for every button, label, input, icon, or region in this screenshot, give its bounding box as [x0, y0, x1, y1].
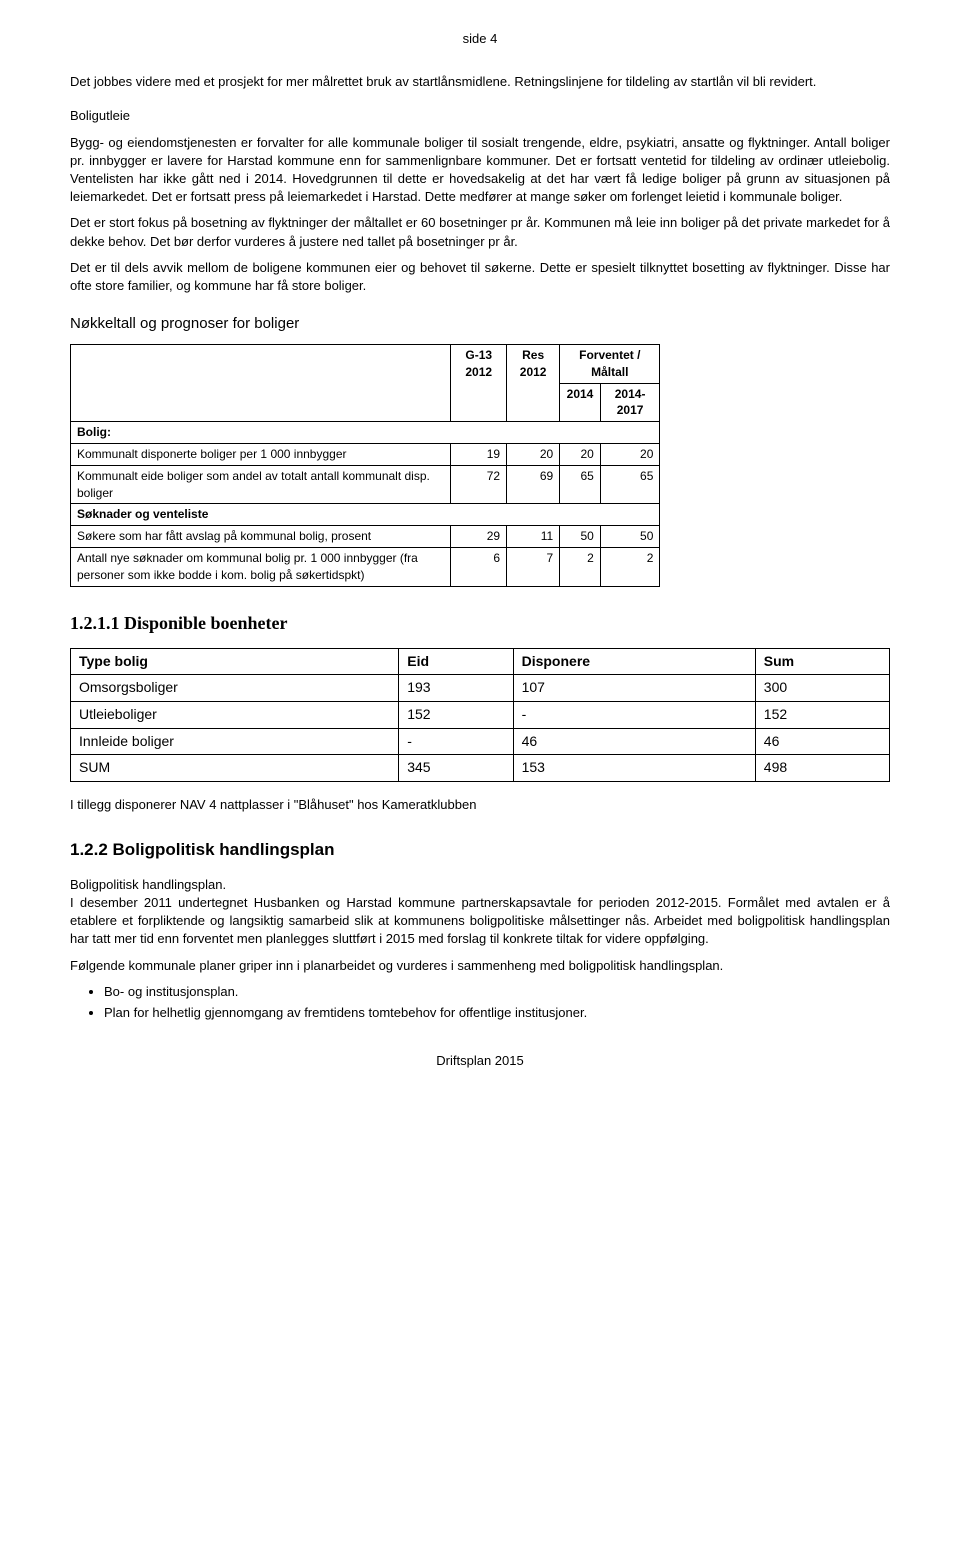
table-row: SUM 345 153 498	[71, 755, 890, 782]
table-row: Omsorgsboliger 193 107 300	[71, 675, 890, 702]
boligutleie-p3: Det er til dels avvik mellom de boligene…	[70, 259, 890, 295]
th-2014-2017: 2014-2017	[600, 383, 660, 422]
th-disponere: Disponere	[513, 648, 755, 675]
disponible-boenheter-table: Type bolig Eid Disponere Sum Omsorgsboli…	[70, 648, 890, 782]
th-type: Type bolig	[71, 648, 399, 675]
table-row: Kommunalt eide boliger som andel av tota…	[71, 465, 660, 504]
table-row: Innleide boliger - 46 46	[71, 728, 890, 755]
list-item: Bo- og institusjonsplan.	[104, 983, 890, 1001]
bhp-bullet-list: Bo- og institusjonsplan. Plan for helhet…	[104, 983, 890, 1022]
page-number: side 4	[70, 30, 890, 48]
table-row: Kommunalt disponerte boliger per 1 000 i…	[71, 444, 660, 466]
table1-title: Nøkkeltall og prognoser for boliger	[70, 313, 890, 334]
intro-paragraph: Det jobbes videre med et prosjekt for me…	[70, 73, 890, 91]
boligutleie-p1: Bygg- og eiendomstjenesten er forvalter …	[70, 134, 890, 207]
boligutleie-heading: Boligutleie	[70, 107, 890, 125]
th-forventet: Forventet / Måltall	[560, 345, 660, 384]
bhp-p1: I desember 2011 undertegnet Husbanken og…	[70, 894, 890, 949]
boligutleie-p2: Det er stort fokus på bosetning av flykt…	[70, 214, 890, 250]
bhp-p2: Følgende kommunale planer griper inn i p…	[70, 957, 890, 975]
bhp-p1-lead: Boligpolitisk handlingsplan.	[70, 876, 890, 894]
section-soknader: Søknader og venteliste	[71, 504, 660, 526]
table-row: Utleieboliger 152 - 152	[71, 702, 890, 729]
list-item: Plan for helhetlig gjennomgang av fremti…	[104, 1004, 890, 1022]
th-res: Res 2012	[507, 345, 560, 422]
nav-note: I tillegg disponerer NAV 4 nattplasser i…	[70, 796, 890, 814]
key-figures-table: G-13 2012 Res 2012 Forventet / Måltall 2…	[70, 344, 660, 587]
heading-1211: 1.2.1.1 Disponible boenheter	[70, 611, 890, 636]
heading-122: 1.2.2 Boligpolitisk handlingsplan	[70, 838, 890, 862]
table-row: Antall nye søknader om kommunal bolig pr…	[71, 548, 660, 587]
table-row: Søkere som har fått avslag på kommunal b…	[71, 526, 660, 548]
th-2014: 2014	[560, 383, 601, 422]
page-footer: Driftsplan 2015	[70, 1052, 890, 1070]
th-eid: Eid	[399, 648, 513, 675]
th-g13: G-13 2012	[451, 345, 507, 422]
section-bolig: Bolig:	[71, 422, 660, 444]
th-sum: Sum	[755, 648, 889, 675]
